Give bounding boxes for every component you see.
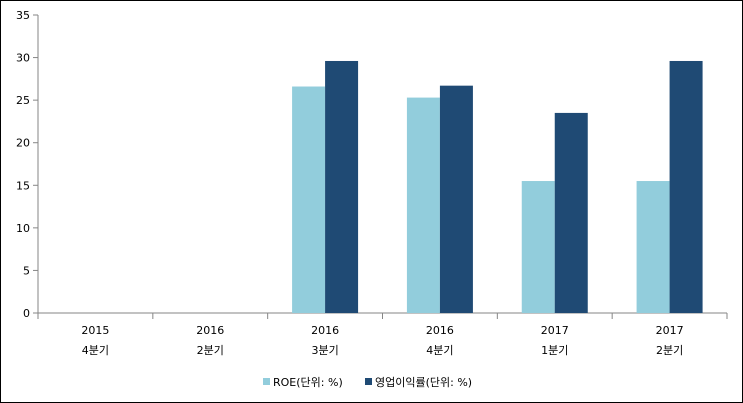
x-tick-label-year: 2015	[81, 324, 109, 337]
x-tick-label-quarter: 2분기	[656, 344, 683, 357]
legend-label: 영업이익률(단위: %)	[375, 376, 472, 389]
y-axis: 0 5 10 15 20 25 30 35	[16, 9, 39, 320]
bar-series-2	[554, 112, 588, 314]
x-tick-label-quarter: 1분기	[541, 344, 568, 357]
x-tick-label-quarter: 4분기	[82, 344, 109, 357]
legend-swatch	[365, 378, 372, 385]
bar-series-1	[292, 86, 326, 314]
x-axis: 2015 4분기 2016 2분기 2016 3분기 2016 4분기 2017 1분기 2017 2…	[37, 312, 728, 357]
x-tick-label-quarter: 4분기	[426, 344, 453, 357]
y-tick-label: 15	[16, 179, 30, 192]
x-tick-label-quarter: 2분기	[197, 344, 224, 357]
bar-series-1	[521, 181, 555, 313]
y-tick-label: 20	[16, 137, 30, 150]
bar-series-2	[439, 85, 473, 313]
legend-swatch	[263, 378, 270, 385]
y-tick-label: 0	[23, 307, 30, 320]
legend-label: ROE(단위: %)	[273, 376, 343, 389]
y-tick-label: 5	[23, 264, 30, 277]
legend: ROE(단위: %) 영업이익률(단위: %)	[263, 376, 472, 389]
x-tick-label-year: 2016	[196, 324, 224, 337]
y-tick-label: 35	[16, 9, 30, 22]
x-tick-label-year: 2017	[656, 324, 684, 337]
y-tick-label: 30	[16, 52, 30, 65]
bar-series-1	[406, 97, 440, 314]
x-tick-label-year: 2016	[426, 324, 454, 337]
x-tick-label-year: 2017	[541, 324, 569, 337]
x-tick-label-year: 2016	[311, 324, 339, 337]
bar-series-1	[636, 181, 670, 313]
bar-series-2	[669, 60, 703, 313]
bar-series-2	[325, 60, 359, 313]
y-tick-label: 25	[16, 94, 30, 107]
x-tick-label-quarter: 3분기	[311, 344, 338, 357]
bars	[292, 60, 703, 314]
y-tick-label: 10	[16, 222, 30, 235]
